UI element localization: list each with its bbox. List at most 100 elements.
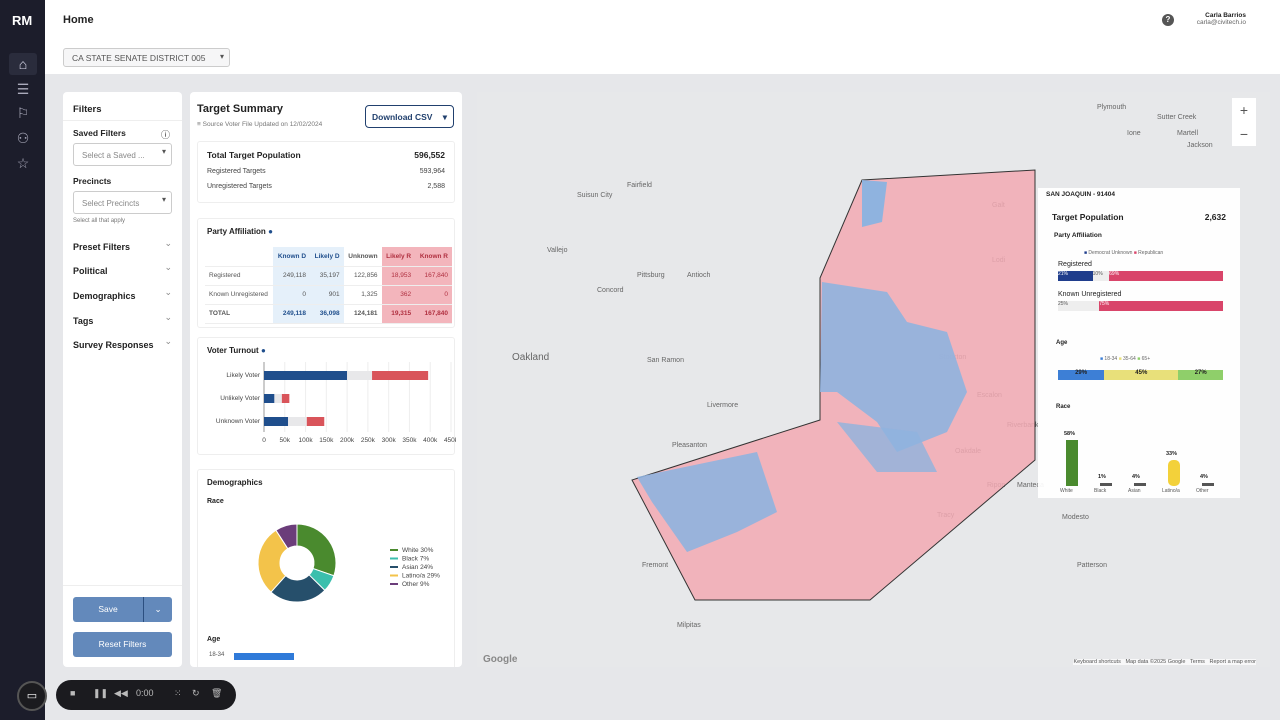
bar-unknown (347, 371, 373, 380)
map-place-label: San Ramon (647, 357, 684, 364)
table-cell: Registered (205, 266, 274, 286)
download-csv-button[interactable]: Download CSV ▾ (365, 105, 454, 128)
total-population-card: Total Target Population 596,552 Registere… (197, 141, 455, 203)
x-tick-label: 50k (280, 437, 291, 444)
map-place-label: Pleasanton (672, 442, 708, 449)
map-place-label: Martell (1177, 130, 1199, 137)
map-place-label: Antioch (687, 272, 711, 279)
info-icon[interactable]: ● (260, 346, 266, 355)
bar-republican (306, 417, 325, 426)
race-name: Asian (1128, 488, 1141, 494)
table-cell: 18,953 (381, 266, 416, 286)
precinct-cluster-blue (837, 422, 937, 472)
map-footer: Keyboard shortcuts Map data ©2025 Google… (1073, 659, 1256, 665)
rewind-button[interactable]: ◀◀ (114, 688, 128, 698)
legend-label: Other 9% (402, 581, 430, 588)
precinct-popup: SAN JOAQUIN - 91404 Target Population 2,… (1038, 188, 1240, 498)
table-cell: 167,840 (415, 304, 452, 324)
table-cell: 901 (310, 285, 344, 305)
caret-down-icon: ▾ (442, 112, 447, 122)
save-options-button[interactable]: ⌄ (143, 597, 172, 622)
database-icon[interactable]: ☰ (16, 81, 30, 97)
bar-unknown (288, 417, 307, 426)
precincts-hint: Select all that apply (73, 218, 126, 224)
info-icon[interactable]: ● (268, 227, 273, 236)
race-bar (1168, 459, 1180, 486)
accordion-tags[interactable]: Tags (73, 312, 172, 326)
precinct-cluster-blue (637, 452, 777, 552)
info-icon[interactable]: ⓘ (160, 130, 170, 140)
terms-link[interactable]: Terms (1189, 659, 1205, 665)
summary-title: Target Summary (197, 103, 283, 115)
table-cell: 0 (415, 285, 452, 305)
accordion-preset-filters[interactable]: Preset Filters (73, 238, 172, 252)
turnout-title: Voter Turnout (207, 346, 259, 355)
registered-bar: 21% 10% 69% (1058, 271, 1223, 281)
race-bar (1066, 439, 1078, 486)
user-info[interactable]: Carla Barrios carla@civitech.io (1197, 12, 1246, 26)
column-header: Likely R (381, 247, 416, 267)
stop-button[interactable]: ■ (70, 688, 76, 698)
grid-icon[interactable]: ⁙ (174, 688, 182, 698)
star-icon[interactable]: ☆ (16, 155, 30, 171)
age-title: Age (207, 636, 221, 643)
age-label: Age (1056, 340, 1068, 346)
target-summary-panel: Target Summary ≡ Source Voter File Updat… (190, 92, 462, 667)
accordion-survey-responses[interactable]: Survey Responses (73, 336, 172, 350)
legend-label: Latino/a 29% (402, 573, 440, 580)
help-icon[interactable]: ? (1162, 14, 1174, 26)
sidebar-nav: RM ⌂ ☰ ⚐ ⚇ ☆ (0, 0, 45, 720)
unreg-bar: 25% 75% (1058, 301, 1223, 311)
race-pct: 33% (1166, 450, 1178, 457)
trash-icon[interactable]: 🗑 (211, 688, 223, 698)
pause-button[interactable]: ❚❚ (93, 688, 109, 698)
target-label: Target Population (1052, 212, 1124, 222)
registered-value: 593,964 (419, 168, 445, 175)
accordion-demographics[interactable]: Demographics (73, 287, 172, 301)
keyboard-shortcuts-link[interactable]: Keyboard shortcuts (1073, 659, 1121, 665)
unreg-label: Known Unregistered (1058, 291, 1122, 298)
race-bar (1202, 482, 1214, 486)
users-search-icon[interactable]: ⚇ (16, 130, 30, 146)
district-select[interactable]: CA STATE SENATE DISTRICT 005 (63, 48, 230, 67)
race-name: Other (1196, 488, 1209, 494)
flag-icon[interactable]: ⚐ (16, 105, 30, 121)
legend-label: Black 7% (402, 556, 429, 563)
x-tick-label: 250k (361, 437, 376, 444)
table-cell: TOTAL (205, 304, 274, 324)
voter-turnout-chart: 0 50k 100k 150k 200k 250k 300k 350k 400k 450k Like… (216, 362, 456, 444)
x-tick-label: 350k (402, 437, 417, 444)
map-place-label: Vallejo (547, 247, 568, 254)
map[interactable]: Sutter CreekMartellJacksonIonePlymouthGa… (477, 92, 1270, 667)
accordion-political[interactable]: Political (73, 262, 172, 276)
x-tick-label: 200k (340, 437, 355, 444)
camera-icon[interactable]: ▭ (17, 681, 47, 711)
page-title: Home (63, 14, 94, 26)
map-data-text: Map data ©2025 Google (1125, 659, 1186, 665)
table-cell: 1,325 (343, 285, 382, 305)
bar-unknown (274, 394, 282, 403)
bar-democrat (264, 371, 348, 380)
race-donut-chart: White 30% Black 7%Asian 24% Latino/a 29%Ot… (257, 523, 440, 603)
column-header: Known R (415, 247, 452, 267)
bar-republican (281, 394, 290, 403)
district-overlay[interactable] (477, 92, 1270, 667)
race-pct: 4% (1200, 473, 1208, 480)
race-bar (1100, 483, 1112, 486)
source-updated: Source Voter File Updated on 12/02/2024 (202, 121, 323, 128)
restart-icon[interactable]: ↻ (192, 688, 200, 698)
report-error-link[interactable]: Report a map error (1209, 659, 1256, 665)
table-cell: 362 (381, 285, 416, 305)
precincts-select[interactable]: Select Precincts (73, 191, 172, 214)
save-button[interactable]: Save (73, 597, 143, 622)
home-icon[interactable]: ⌂ (9, 53, 37, 75)
reset-filters-button[interactable]: Reset Filters (73, 632, 172, 657)
zoom-in-button[interactable]: + (1232, 98, 1256, 122)
table-cell: 124,181 (343, 304, 382, 324)
saved-filter-select[interactable]: Select a Saved ... (73, 143, 172, 166)
recording-toolbar: ■ ❚❚ ◀◀ 0:00 ⁙ ↻ 🗑 (56, 680, 236, 710)
precinct-cluster-blue (862, 180, 887, 227)
zoom-out-button[interactable]: − (1232, 122, 1256, 146)
y-tick-label: Unknown Voter (216, 418, 261, 425)
header: Home CA STATE SENATE DISTRICT 005 ? Carl… (45, 0, 1280, 74)
